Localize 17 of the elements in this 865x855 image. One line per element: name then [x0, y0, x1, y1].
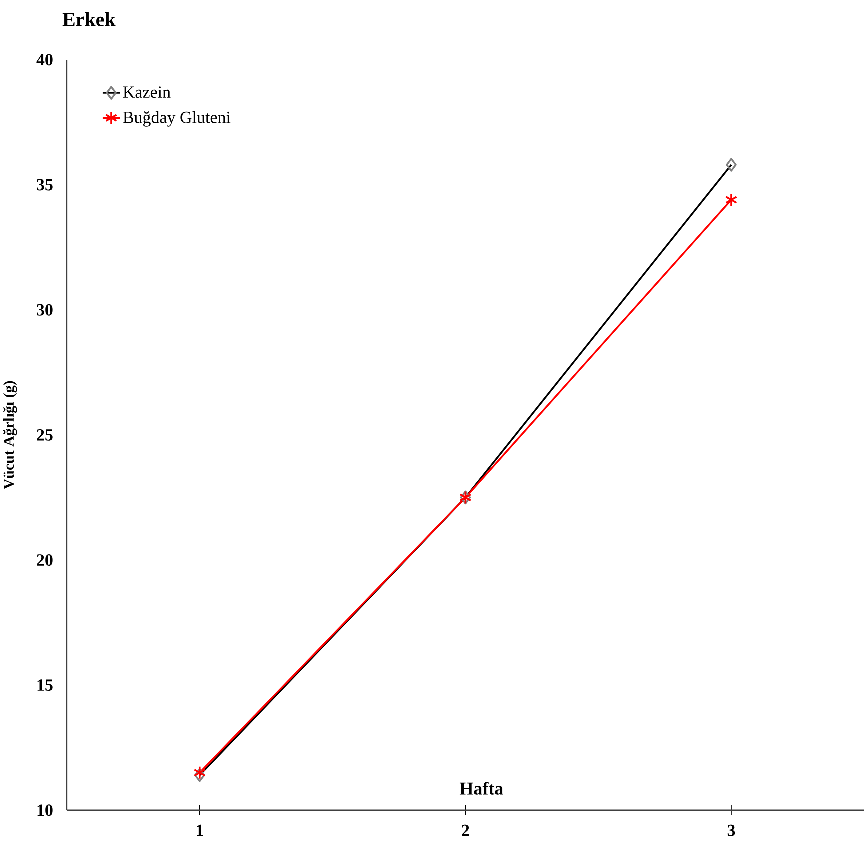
point [194, 766, 206, 780]
y-tick-label: 15 [38, 679, 53, 691]
x-tick-label: 2 [462, 824, 470, 836]
x-axis-title: Hafta [460, 782, 504, 795]
y-tick-label: 30 [37, 304, 53, 316]
y-tick-label: 35 [37, 179, 53, 191]
y-tick-label: 40 [36, 54, 53, 66]
x-tick-label: 1 [197, 824, 204, 836]
y-tick-label: 20 [37, 554, 53, 566]
chart-title: Erkek [62, 12, 116, 26]
y-tick-label: 10 [38, 804, 53, 816]
y-tick-label: 25 [37, 429, 53, 441]
legend-label: Buğday Gluteni [123, 111, 231, 127]
point [725, 192, 738, 207]
x-tick-label: 3 [728, 824, 736, 836]
legend-label: Kazein [123, 86, 171, 98]
y-axis-title: Vücut Ağrlığı (g) [3, 381, 18, 490]
